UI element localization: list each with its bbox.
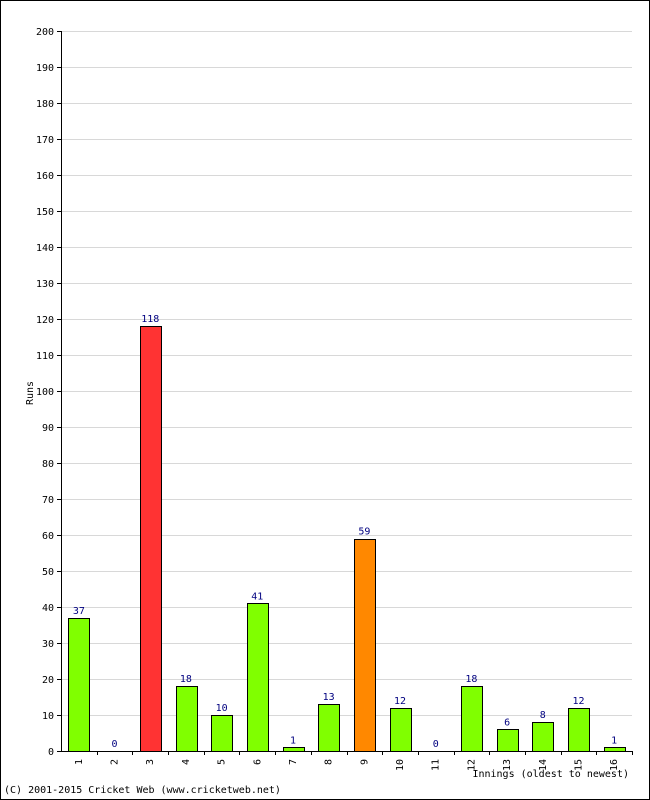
data-label: 13	[323, 692, 335, 703]
y-tick-label: 10	[42, 711, 54, 722]
y-tick-label: 110	[36, 351, 54, 362]
data-label: 37	[73, 606, 85, 617]
x-tick-label: 16	[609, 759, 620, 771]
x-tick-label: 14	[538, 759, 549, 771]
data-label: 1	[611, 735, 617, 746]
bar-innings-10	[390, 708, 412, 752]
y-tick-label: 30	[42, 639, 54, 650]
x-tick-label: 5	[217, 759, 228, 765]
bar-innings-6	[247, 603, 269, 752]
x-tick-label: 12	[466, 759, 477, 771]
y-tick-label: 20	[42, 675, 54, 686]
x-tick-label: 4	[181, 759, 192, 765]
y-tick-label: 60	[42, 531, 54, 542]
y-tick-label: 130	[36, 279, 54, 290]
bar-innings-3	[140, 326, 162, 752]
bar-innings-15	[568, 708, 590, 752]
data-label: 18	[465, 674, 477, 685]
bar-innings-7	[283, 747, 305, 752]
x-tick-label: 13	[502, 759, 513, 771]
x-tick-label: 7	[288, 759, 299, 765]
data-label: 12	[394, 696, 406, 707]
y-tick-label: 200	[36, 27, 54, 38]
y-tick-label: 50	[42, 567, 54, 578]
x-axis-title: Innings (oldest to newest)	[472, 769, 629, 780]
x-tick-label: 2	[110, 759, 121, 765]
bar-innings-4	[176, 686, 198, 752]
data-label: 10	[216, 703, 228, 714]
x-tick-label: 8	[324, 759, 335, 765]
bar-innings-14	[532, 722, 554, 752]
y-tick-label: 190	[36, 63, 54, 74]
y-tick-label: 0	[48, 747, 54, 758]
y-tick-label: 180	[36, 99, 54, 110]
data-label: 0	[433, 739, 439, 750]
copyright-text: (C) 2001-2015 Cricket Web (www.cricketwe…	[4, 785, 281, 796]
y-tick-label: 70	[42, 495, 54, 506]
x-tick-label: 1	[74, 759, 85, 765]
data-label: 8	[540, 710, 546, 721]
data-label: 0	[112, 739, 118, 750]
bar-innings-9	[354, 539, 376, 752]
data-label: 1	[290, 735, 296, 746]
x-tick-labels: 1 2 3 4 5 6 7 8 9 10 11 12 13 14 15 16	[74, 759, 620, 771]
data-label: 41	[251, 591, 263, 602]
bars	[68, 326, 626, 752]
bar-innings-13	[497, 729, 519, 752]
x-tick-label: 3	[145, 759, 156, 765]
y-tick-label: 170	[36, 135, 54, 146]
data-label: 12	[572, 696, 584, 707]
y-tick-label: 140	[36, 243, 54, 254]
axes	[57, 31, 633, 755]
x-tick-label: 15	[573, 759, 584, 771]
data-label: 18	[180, 674, 192, 685]
x-tick-label: 10	[395, 759, 406, 771]
y-tick-label: 150	[36, 207, 54, 218]
y-tick-label: 40	[42, 603, 54, 614]
bar-innings-16	[604, 747, 626, 752]
x-tick-label: 6	[252, 759, 263, 765]
x-tick-label: 11	[431, 759, 442, 771]
y-tick-labels: 0 10 20 30 40 50 60 70 80 90 100 110 120 130 140 150 160…	[36, 27, 54, 758]
data-label: 118	[141, 314, 159, 325]
bar-innings-12	[461, 686, 483, 752]
data-label: 6	[504, 717, 510, 728]
data-labels: 37 0 118 18 10 41 1 13 59 12 0 18 6 8 12 1	[73, 314, 617, 750]
y-tick-label: 120	[36, 315, 54, 326]
y-axis-title: Runs	[25, 381, 36, 405]
y-tick-label: 90	[42, 423, 54, 434]
y-tick-label: 80	[42, 459, 54, 470]
y-tick-label: 100	[36, 387, 54, 398]
data-label: 59	[358, 527, 370, 538]
bar-innings-5	[211, 715, 233, 752]
bar-innings-1	[68, 618, 90, 752]
y-tick-label: 160	[36, 171, 54, 182]
bar-innings-8	[318, 704, 340, 752]
x-tick-label: 9	[359, 759, 370, 765]
